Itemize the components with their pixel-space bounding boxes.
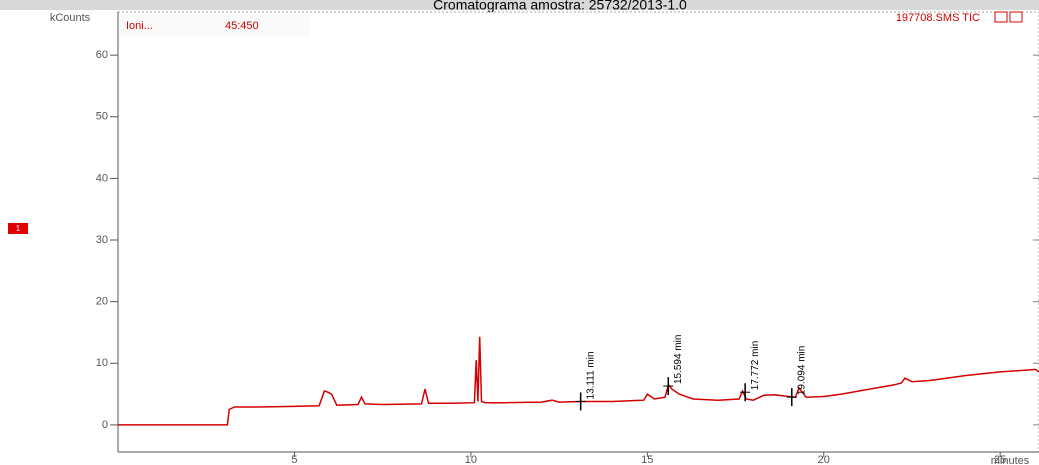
y-tick-label: 30	[96, 234, 108, 246]
trace-marker	[8, 223, 28, 234]
trace-label: 197708.SMS TIC	[896, 12, 980, 24]
x-tick-label: 25	[994, 454, 1006, 465]
peak-annotation: 13.111 min	[585, 351, 596, 399]
x-tick-label: 10	[465, 454, 477, 465]
title-bar	[0, 0, 1039, 10]
peak-annotation: 17.772 min	[750, 341, 761, 390]
peak-annotation: 15.594 min	[673, 335, 684, 384]
x-tick-label: 5	[291, 454, 297, 465]
y-tick-label: 20	[96, 296, 108, 308]
plot-frame	[117, 11, 1039, 453]
peak-annotation: 19.094 min	[796, 346, 807, 395]
info-ion: Ioni...	[126, 20, 153, 32]
close-button[interactable]	[1009, 11, 1023, 23]
y-axis-label: kCounts	[50, 12, 91, 24]
window-button[interactable]	[994, 11, 1008, 23]
info-mass: 45:450	[225, 20, 259, 32]
y-tick-label: 0	[102, 419, 108, 431]
x-tick-label: 15	[641, 454, 653, 465]
y-tick-label: 50	[96, 111, 108, 123]
trace-marker-label: 1	[16, 224, 21, 233]
y-tick-label: 40	[96, 172, 108, 184]
trace-line	[118, 336, 1039, 426]
y-tick-label: 10	[96, 357, 108, 369]
chart-title: Cromatograma amostra: 25732/2013-1.0	[433, 0, 687, 13]
x-axis-label: minutes	[991, 455, 1030, 465]
info-box	[120, 14, 310, 36]
x-tick-label: 20	[818, 454, 830, 465]
y-tick-label: 60	[96, 49, 108, 61]
